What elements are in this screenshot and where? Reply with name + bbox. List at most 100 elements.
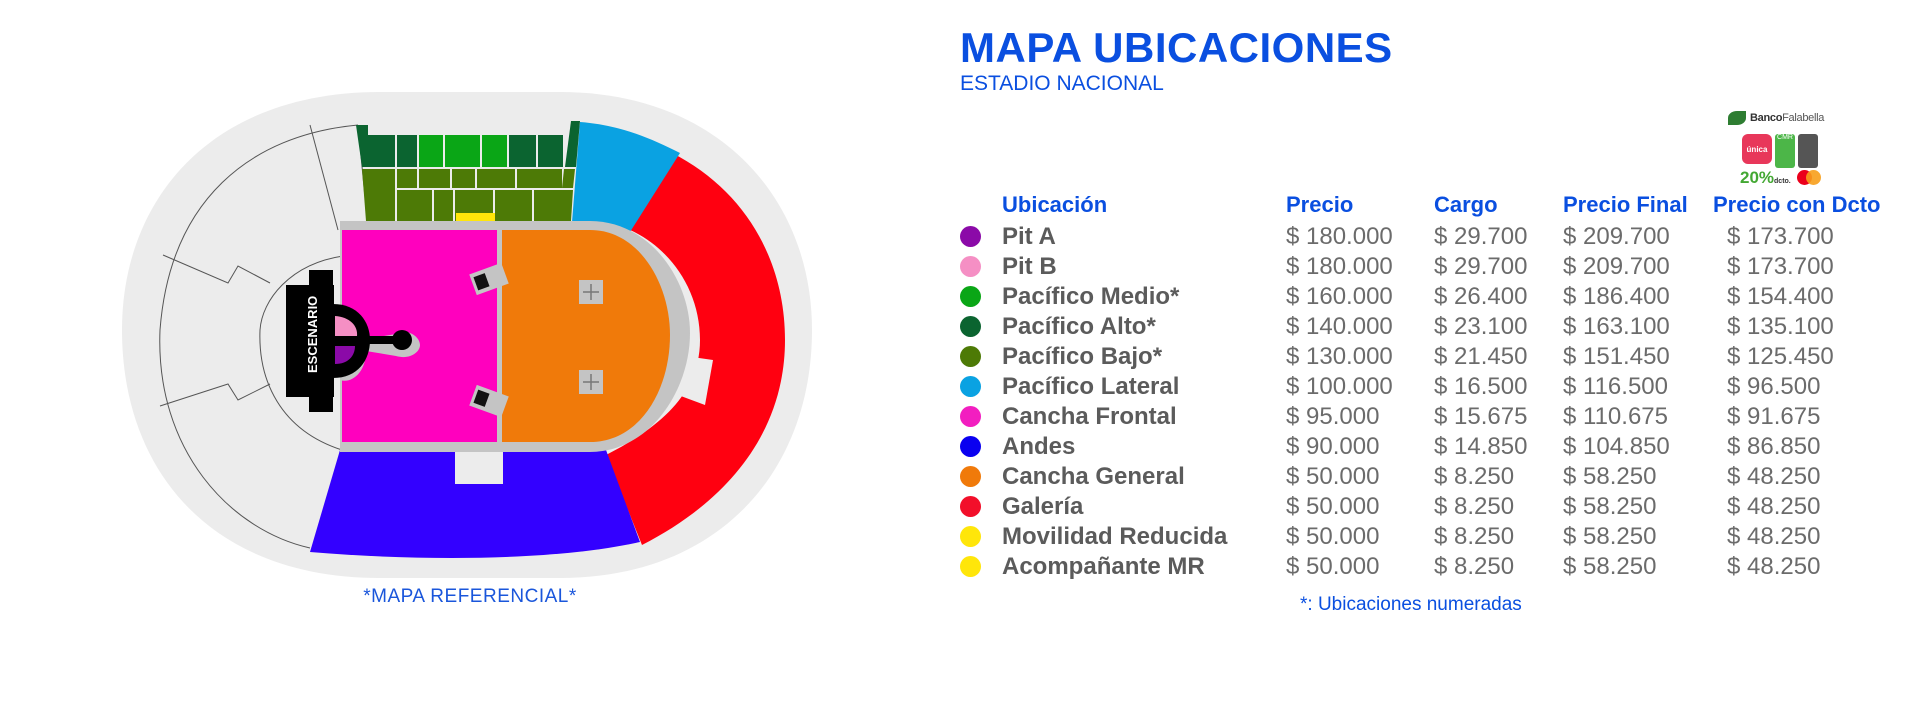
color-swatch-icon <box>960 286 981 307</box>
discount-price-value: $ 96.500 <box>1727 373 1821 400</box>
color-swatch-icon <box>960 556 981 577</box>
discount-price-value: $ 48.250 <box>1727 463 1821 490</box>
discount-price-value: $ 48.250 <box>1727 493 1821 520</box>
table-header-row: Ubicación Precio Cargo Precio Final Prec… <box>960 188 1880 222</box>
location-name: Pacífico Alto* <box>1002 313 1156 340</box>
section-pacifico-lateral[interactable] <box>572 122 680 232</box>
section-cancha-general[interactable] <box>502 230 670 442</box>
price-value: $ 180.000 <box>1286 253 1393 280</box>
final-price-value: $ 58.250 <box>1563 523 1657 550</box>
table-row: Cancha General $ 50.000 $ 8.250 $ 58.250 $ 4… <box>960 462 1880 492</box>
location-name: Cancha General <box>1002 463 1185 490</box>
discount-price-value: $ 173.700 <box>1727 253 1834 280</box>
section-galeria[interactable] <box>606 153 785 545</box>
table-row: Galería $ 50.000 $ 8.250 $ 58.250 $ 48.250 <box>960 492 1880 522</box>
color-swatch-icon <box>960 406 981 427</box>
fee-value: $ 29.700 <box>1434 253 1528 280</box>
mastercard-icon <box>1796 170 1823 186</box>
discount-price-value: $ 154.400 <box>1727 283 1834 310</box>
pit-b-area[interactable] <box>335 316 358 336</box>
final-price-value: $ 58.250 <box>1563 553 1657 580</box>
table-row: Cancha Frontal $ 95.000 $ 15.675 $ 110.675 $… <box>960 402 1880 432</box>
table-row: Pit A $ 180.000 $ 29.700 $ 209.700 $ 173.700 <box>960 222 1880 252</box>
fee-value: $ 16.500 <box>1434 373 1528 400</box>
footnote: *: Ubicaciones numeradas <box>1300 594 1522 615</box>
price-value: $ 50.000 <box>1286 523 1380 550</box>
location-name: Movilidad Reducida <box>1002 523 1228 550</box>
venue-subtitle: ESTADIO NACIONAL <box>960 72 1164 95</box>
fee-value: $ 8.250 <box>1434 463 1515 490</box>
header-discount-price: Precio con Dcto <box>1713 192 1881 217</box>
discount-price-value: $ 173.700 <box>1727 223 1834 250</box>
location-name: Pacífico Bajo* <box>1002 343 1163 370</box>
discount-price-value: $ 48.250 <box>1727 523 1821 550</box>
bank-promo: BancoFalabella única CMR 20%dcto. <box>1728 108 1840 194</box>
bank-name: Falabella <box>1782 112 1825 124</box>
section-andes[interactable] <box>310 450 640 558</box>
price-value: $ 50.000 <box>1286 463 1380 490</box>
fee-value: $ 26.400 <box>1434 283 1528 310</box>
price-value: $ 130.000 <box>1286 343 1393 370</box>
final-price-value: $ 116.500 <box>1563 373 1668 400</box>
color-swatch-icon <box>960 316 981 337</box>
header-price: Precio <box>1286 192 1354 217</box>
color-swatch-icon <box>960 346 981 367</box>
table-row: Movilidad Reducida $ 50.000 $ 8.250 $ 58.25… <box>960 522 1880 552</box>
final-price-value: $ 104.850 <box>1563 433 1670 460</box>
location-name: Cancha Frontal <box>1002 403 1177 430</box>
color-swatch-icon <box>960 436 981 457</box>
final-price-value: $ 186.400 <box>1563 283 1670 310</box>
header-location: Ubicación <box>1002 192 1108 217</box>
price-table: Ubicación Precio Cargo Precio Final Prec… <box>960 188 1880 582</box>
pit-a-area[interactable] <box>335 346 355 364</box>
location-name: Andes <box>1002 433 1076 460</box>
header-fee: Cargo <box>1434 192 1498 217</box>
price-value: $ 50.000 <box>1286 493 1380 520</box>
header-final-price: Precio Final <box>1563 192 1688 217</box>
color-swatch-icon <box>960 526 981 547</box>
page-title: MAPA UBICACIONES <box>960 24 1393 71</box>
final-price-value: $ 209.700 <box>1563 253 1670 280</box>
price-value: $ 160.000 <box>1286 283 1393 310</box>
color-swatch-icon <box>960 466 981 487</box>
fee-value: $ 14.850 <box>1434 433 1528 460</box>
fee-value: $ 8.250 <box>1434 493 1515 520</box>
discount-badge: 20%dcto. <box>1740 168 1791 187</box>
location-name: Acompañante MR <box>1002 553 1205 580</box>
final-price-value: $ 163.100 <box>1563 313 1670 340</box>
fee-value: $ 15.675 <box>1434 403 1528 430</box>
tower-markers <box>469 262 603 418</box>
final-price-value: $ 151.450 <box>1563 343 1670 370</box>
location-name: Pacífico Medio* <box>1002 283 1180 310</box>
map-disclaimer: *MAPA REFERENCIAL* <box>363 586 577 607</box>
price-value: $ 180.000 <box>1286 223 1393 250</box>
location-name: Pit B <box>1002 253 1057 280</box>
fee-value: $ 29.700 <box>1434 223 1528 250</box>
discount-price-value: $ 91.675 <box>1727 403 1821 430</box>
fee-value: $ 8.250 <box>1434 523 1515 550</box>
bank-logo-icon <box>1728 111 1746 125</box>
stadium-map: ESCENARIO <box>120 85 820 585</box>
section-pacifico[interactable] <box>356 121 580 221</box>
table-row: Pit B $ 180.000 $ 29.700 $ 209.700 $ 173.700 <box>960 252 1880 282</box>
price-value: $ 100.000 <box>1286 373 1393 400</box>
banco-card-icon <box>1798 134 1818 168</box>
table-row: Andes $ 90.000 $ 14.850 $ 104.850 $ 86.850 <box>960 432 1880 462</box>
fee-value: $ 23.100 <box>1434 313 1528 340</box>
section-movilidad-reducida[interactable] <box>456 213 495 221</box>
price-value: $ 95.000 <box>1286 403 1380 430</box>
discount-price-value: $ 135.100 <box>1727 313 1834 340</box>
price-value: $ 140.000 <box>1286 313 1393 340</box>
stage-label: ESCENARIO <box>305 296 320 373</box>
color-swatch-icon <box>960 496 981 517</box>
final-price-value: $ 58.250 <box>1563 463 1657 490</box>
table-row: Pacífico Lateral $ 100.000 $ 16.500 $ 116.5… <box>960 372 1880 402</box>
fee-value: $ 8.250 <box>1434 553 1515 580</box>
table-row: Pacífico Bajo* $ 130.000 $ 21.450 $ 151.450… <box>960 342 1880 372</box>
stage <box>286 270 420 412</box>
location-name: Pit A <box>1002 223 1056 250</box>
color-swatch-icon <box>960 376 981 397</box>
final-price-value: $ 58.250 <box>1563 493 1657 520</box>
oportunidad-unica-badge: única <box>1742 134 1772 164</box>
table-row: Pacífico Medio* $ 160.000 $ 26.400 $ 186.40… <box>960 282 1880 312</box>
